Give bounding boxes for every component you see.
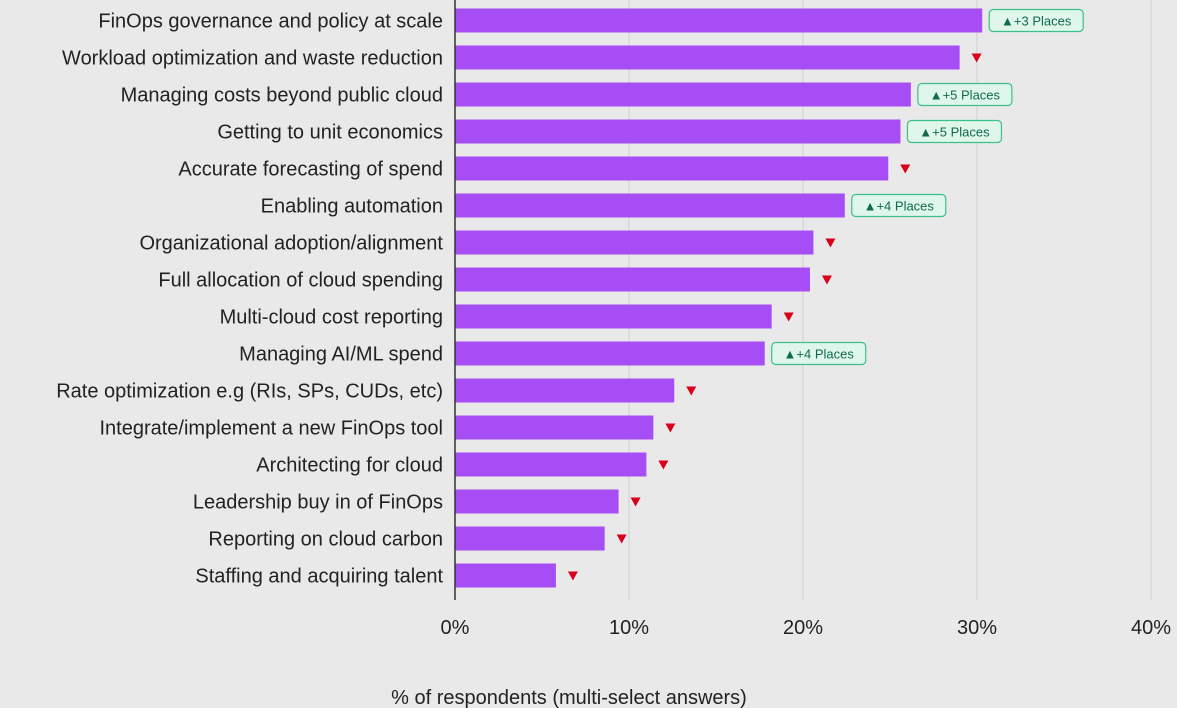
category-label: Staffing and acquiring talent: [195, 566, 443, 588]
category-label: Enabling automation: [261, 196, 443, 218]
rank-up-badge: ▲+4 Places: [851, 193, 947, 218]
x-axis-ticks: 0% 10% 20% 30% 40%: [441, 617, 1172, 639]
rank-down-icon: [658, 460, 669, 470]
rank-down-icon: [686, 386, 697, 396]
rank-up-badge: ▲+5 Places: [906, 119, 1003, 144]
bar: [455, 341, 765, 366]
bar: [455, 526, 605, 551]
rank-badge-box: [917, 82, 1013, 107]
rank-up-badge: ▲+5 Places: [917, 82, 1013, 107]
category-label: Organizational adoption/alignment: [139, 233, 443, 255]
category-labels: FinOps governance and policy at scale Wor…: [56, 11, 443, 588]
rank-badge-label: ▲+4 Places: [784, 347, 855, 362]
bar: [455, 119, 901, 144]
x-tick-label: 30%: [957, 617, 997, 639]
bar: [455, 8, 983, 33]
category-label: Managing AI/ML spend: [239, 344, 443, 366]
rank-up-badge: ▲+4 Places: [771, 341, 867, 366]
category-label: Multi-cloud cost reporting: [220, 307, 443, 329]
rank-down-icon: [567, 571, 578, 581]
category-label: Architecting for cloud: [256, 455, 443, 477]
bar: [455, 489, 619, 514]
bar: [455, 452, 647, 477]
x-axis-title: % of respondents (multi-select answers): [391, 687, 747, 708]
rank-up-badge: ▲+3 Places: [988, 8, 1084, 33]
rank-down-icon: [665, 423, 676, 433]
rank-down-icon: [821, 275, 832, 285]
rank-down-icon: [630, 497, 641, 507]
rank-badge-box: [906, 119, 1003, 144]
x-tick-label: 0%: [441, 617, 470, 639]
rank-down-icon: [971, 53, 982, 63]
category-label: Reporting on cloud carbon: [208, 529, 443, 551]
category-label: Workload optimization and waste reductio…: [62, 48, 443, 70]
category-label: Managing costs beyond public cloud: [121, 85, 443, 107]
category-label: FinOps governance and policy at scale: [98, 11, 443, 33]
rank-down-icon: [616, 534, 627, 544]
category-label: Full allocation of cloud spending: [158, 270, 443, 292]
bars: [455, 8, 983, 588]
x-tick-label: 40%: [1131, 617, 1171, 639]
rank-badge-label: ▲+5 Places: [930, 88, 1001, 103]
bar: [455, 230, 814, 255]
bar: [455, 415, 654, 440]
bar: [455, 82, 911, 107]
rank-down-icon: [825, 238, 836, 248]
category-label: Rate optimization e.g (RIs, SPs, CUDs, e…: [56, 381, 443, 403]
rank-badge-box: [851, 193, 947, 218]
category-label: Accurate forecasting of spend: [178, 159, 443, 181]
x-tick-label: 10%: [609, 617, 649, 639]
category-label: Integrate/implement a new FinOps tool: [99, 418, 443, 440]
category-label: Leadership buy in of FinOps: [193, 492, 443, 514]
bar: [455, 193, 845, 218]
bar: [455, 267, 810, 292]
rank-badge-box: [988, 8, 1084, 33]
bar: [455, 45, 960, 70]
bar: [455, 156, 889, 181]
category-label: Getting to unit economics: [217, 122, 443, 144]
rank-badge-label: ▲+3 Places: [1001, 14, 1072, 29]
bar: [455, 563, 556, 588]
rank-badge-box: [771, 341, 867, 366]
rank-down-icon: [783, 312, 794, 322]
bar: [455, 304, 772, 329]
rank-down-icon: [900, 164, 911, 174]
x-tick-label: 20%: [783, 617, 823, 639]
rank-badge-label: ▲+5 Places: [919, 125, 990, 140]
bar: [455, 378, 675, 403]
rank-change-markers: ▲+3 Places ▲+5 Places ▲+5 Places ▲+4 Places…: [567, 8, 1084, 581]
rank-badge-label: ▲+4 Places: [864, 199, 935, 214]
